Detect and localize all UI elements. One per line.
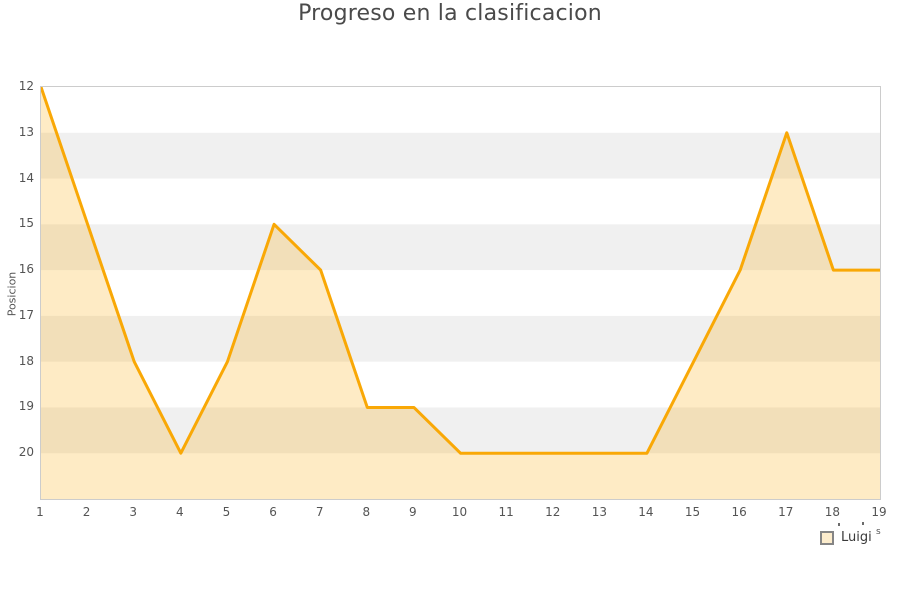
y-tick-label: 17 <box>18 307 34 322</box>
x-tick-label: 6 <box>269 505 277 519</box>
y-tick-label: 18 <box>18 353 34 368</box>
y-tick-label: 16 <box>18 262 34 277</box>
grid-band <box>41 132 880 180</box>
x-tick-label: 12 <box>545 505 561 519</box>
x-tick-label: 11 <box>498 505 514 519</box>
x-tick-label: 5 <box>222 505 231 519</box>
y-tick-label: 20 <box>18 445 34 460</box>
x-tick-label: 4 <box>176 505 184 519</box>
x-tick-label: 13 <box>591 505 607 519</box>
series-area-luigi <box>41 87 880 499</box>
x-tick-label: 7 <box>315 505 324 519</box>
legend-suffix: s <box>876 527 881 537</box>
x-tick-label: 1 <box>36 505 44 519</box>
grid-band <box>41 407 880 454</box>
y-tick-label: 19 <box>18 399 34 414</box>
grid-band <box>41 270 880 317</box>
plot-area <box>40 86 881 500</box>
x-tick-label: 14 <box>638 505 654 519</box>
grid-band <box>41 315 880 363</box>
grid-band <box>41 224 880 271</box>
series-line-luigi <box>41 87 880 455</box>
x-tick-label: 19 <box>871 505 887 519</box>
grid-band <box>41 453 880 499</box>
y-tick-label: 12 <box>18 79 34 93</box>
legend-artifact-mark <box>862 522 864 525</box>
legend-label: Luigi <box>841 530 872 545</box>
x-tick-label: 17 <box>778 505 794 519</box>
x-tick-label: 10 <box>451 505 468 519</box>
legend-swatch-icon <box>820 530 834 545</box>
x-tick-label: 3 <box>129 505 138 519</box>
x-tick-label: 9 <box>409 505 417 519</box>
y-tick-label: 13 <box>18 124 34 139</box>
grid-band <box>41 361 880 408</box>
grid-band <box>41 178 880 225</box>
x-tick-label: 8 <box>362 505 371 519</box>
y-tick-label: 15 <box>18 216 34 231</box>
grid-band <box>41 87 880 134</box>
chart-title: Progreso en la clasificacion <box>298 1 602 26</box>
x-tick-label: 2 <box>82 505 91 519</box>
x-tick-label: 15 <box>684 505 701 519</box>
legend-artifact-mark <box>838 523 840 526</box>
legend-item-luigi[interactable]: Luigi s <box>820 527 881 545</box>
y-tick-label: 14 <box>18 170 34 185</box>
area-chart <box>41 87 880 499</box>
x-tick-label: 18 <box>824 505 841 519</box>
x-tick-label: 16 <box>731 505 747 519</box>
